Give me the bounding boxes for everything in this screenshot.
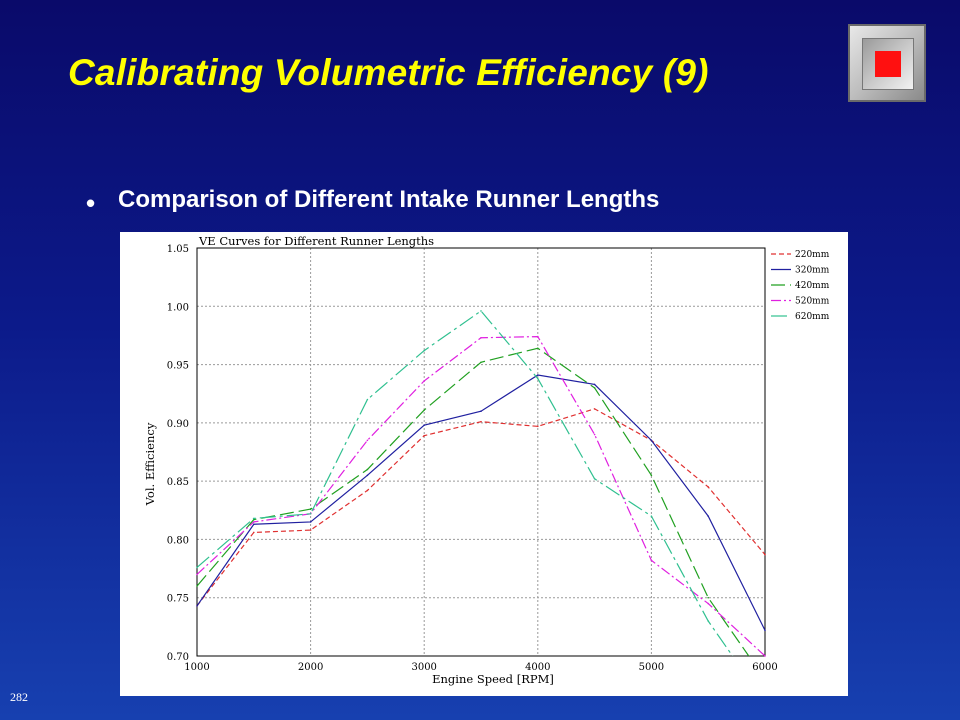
data-point-620mm-4500 — [593, 478, 596, 480]
data-point-420mm-2000 — [309, 508, 312, 510]
chart-title: VE Curves for Different Runner Lengths — [198, 234, 434, 248]
data-point-320mm-3500 — [480, 410, 482, 412]
legend-label-620mm: 620mm — [795, 312, 830, 322]
data-point-220mm-5500 — [707, 486, 709, 488]
data-point-520mm-3500 — [480, 336, 482, 339]
data-point-220mm-3000 — [423, 434, 426, 437]
data-point-220mm-6000 — [764, 553, 766, 556]
x-axis-label: Engine Speed [RPM] — [432, 672, 554, 686]
legend-label-320mm: 320mm — [795, 266, 830, 276]
data-point-520mm-1500 — [253, 521, 255, 523]
data-point-320mm-2000 — [309, 521, 312, 523]
data-point-620mm-5000 — [650, 515, 653, 517]
data-point-320mm-3000 — [423, 424, 426, 426]
data-point-620mm-2000 — [309, 512, 312, 515]
data-point-420mm-4500 — [593, 387, 596, 389]
data-point-320mm-5500 — [707, 515, 709, 517]
data-point-420mm-5500 — [707, 596, 709, 599]
y-tick-label: 0.90 — [167, 419, 189, 430]
data-point-520mm-4000 — [537, 335, 539, 338]
series-line-320mm — [197, 374, 765, 631]
data-point-220mm-1500 — [253, 531, 255, 534]
series-line-220mm — [197, 408, 765, 607]
data-point-220mm-3500 — [480, 420, 482, 423]
data-point-520mm-5500 — [707, 602, 709, 605]
data-point-320mm-4000 — [537, 374, 539, 376]
data-point-220mm-2500 — [366, 489, 369, 492]
data-point-620mm-1000 — [196, 566, 198, 569]
legend-label-220mm: 220mm — [795, 250, 830, 260]
y-tick-label: 0.95 — [167, 361, 189, 372]
y-tick-label: 0.75 — [167, 594, 189, 605]
x-tick-label: 4000 — [525, 662, 550, 673]
legend-label-520mm: 520mm — [795, 297, 830, 307]
data-point-220mm-4500 — [593, 408, 596, 410]
data-point-320mm-1500 — [253, 523, 255, 526]
legend-label-420mm: 420mm — [795, 281, 830, 291]
y-tick-label: 0.80 — [167, 535, 189, 546]
data-point-420mm-5000 — [650, 474, 653, 477]
data-point-420mm-1000 — [196, 585, 198, 587]
data-point-420mm-3000 — [423, 409, 426, 411]
data-point-520mm-5000 — [650, 559, 653, 562]
data-point-320mm-6000 — [764, 629, 766, 632]
slide-title: Calibrating Volumetric Efficiency (9) — [68, 52, 709, 93]
data-point-220mm-4000 — [537, 425, 539, 428]
ve-chart: 1000 2000 3000 4000 5000 6000 1.05 1.00 0.95 0.90… — [143, 234, 830, 686]
stop-logo-icon — [848, 24, 926, 102]
x-tick-label: 5000 — [639, 662, 664, 673]
series-line-620mm — [197, 310, 734, 656]
ve-chart-panel: 1000 2000 3000 4000 5000 6000 1.05 1.00 0.95 0.90… — [120, 232, 848, 696]
page-number: 282 — [10, 690, 28, 704]
y-axis-label: Vol. Efficiency — [143, 422, 157, 506]
y-tick-label: 1.00 — [167, 302, 189, 313]
data-point-620mm-3000 — [423, 349, 426, 352]
x-tick-label: 3000 — [411, 662, 436, 673]
data-point-620mm-2500 — [366, 398, 369, 401]
bullet-text: Comparison of Different Intake Runner Le… — [118, 186, 660, 213]
series-line-520mm — [197, 335, 765, 656]
data-point-520mm-4500 — [593, 433, 596, 436]
plot-frame — [196, 247, 766, 657]
data-point-320mm-5000 — [650, 439, 653, 442]
data-point-420mm-3500 — [480, 361, 482, 364]
y-tick-label: 0.70 — [167, 652, 189, 663]
logo-red-square — [875, 51, 901, 77]
data-point-620mm-1500 — [253, 517, 255, 520]
data-point-620mm-4000 — [537, 377, 539, 380]
data-point-520mm-2500 — [366, 439, 369, 442]
data-point-520mm-1000 — [196, 573, 198, 576]
y-tick-label: 1.05 — [167, 244, 189, 255]
data-point-420mm-2500 — [366, 468, 369, 471]
data-point-620mm-5500 — [707, 620, 709, 622]
series-line-420mm — [197, 347, 750, 656]
data-point-320mm-2500 — [366, 474, 369, 477]
x-tick-label: 2000 — [298, 662, 323, 673]
data-point-620mm-3500 — [480, 310, 482, 312]
data-point-420mm-4000 — [537, 347, 539, 350]
data-point-520mm-6000 — [764, 655, 766, 657]
data-point-320mm-1000 — [196, 605, 198, 607]
data-point-520mm-3000 — [423, 380, 426, 382]
x-tick-label: 1000 — [184, 662, 209, 673]
x-tick-label: 6000 — [752, 662, 777, 673]
bullet-point-icon: • — [86, 188, 96, 218]
data-point-320mm-4500 — [593, 383, 596, 386]
data-point-220mm-2000 — [309, 529, 312, 531]
y-tick-label: 0.85 — [167, 477, 189, 488]
